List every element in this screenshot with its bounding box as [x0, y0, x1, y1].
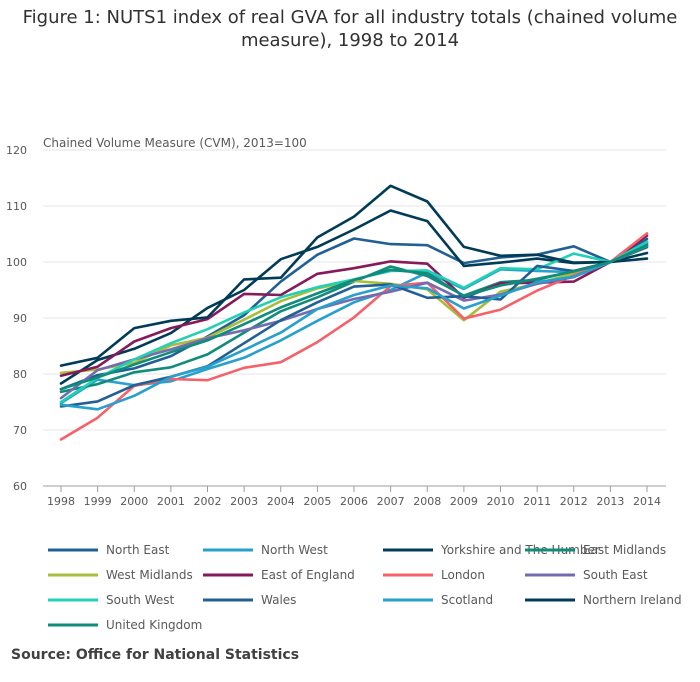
legend-item: Scotland [383, 593, 493, 607]
series-line [59, 241, 649, 400]
x-tick-label: 2002 [194, 495, 222, 508]
legend-item: East Midlands [525, 543, 666, 557]
x-tick-label: 2007 [377, 495, 405, 508]
legend-item: United Kingdom [48, 618, 202, 632]
source-note: Source: Office for National Statistics [11, 647, 300, 663]
x-tick-label: 1999 [84, 495, 112, 508]
x-tick-label: 2009 [450, 495, 478, 508]
x-tick-label: 1998 [47, 495, 75, 508]
gridlines [43, 149, 666, 487]
x-tick-label: 2003 [230, 495, 258, 508]
x-tick-label: 2011 [523, 495, 551, 508]
series-lines [59, 184, 649, 441]
legend-item: North East [48, 543, 170, 557]
legend-label: United Kingdom [106, 618, 202, 632]
legend-item: Northern Ireland [525, 593, 682, 607]
y-tick-label: 120 [6, 144, 27, 157]
legend-label: South East [583, 568, 648, 582]
axes: 60 70 80 90 100 110 120 1998 1999 2000 2001 2002 200… [6, 144, 661, 508]
x-tick-label: 2006 [340, 495, 368, 508]
legend-label: Northern Ireland [583, 593, 682, 607]
x-tick-label: 2004 [267, 495, 295, 508]
y-tick-label: 100 [6, 256, 27, 269]
legend: North East North West Yorkshire and The Hu… [48, 543, 682, 632]
x-tick-label: 2000 [120, 495, 148, 508]
legend-label: East of England [261, 568, 355, 582]
x-tick-label: 2001 [157, 495, 185, 508]
legend-label: East Midlands [583, 543, 666, 557]
chart-title: Figure 1: NUTS1 index of real GVA for al… [22, 7, 678, 51]
series-line [59, 240, 649, 404]
legend-item: East of England [203, 568, 355, 582]
x-tick-label: 2012 [560, 495, 588, 508]
legend-item: North West [203, 543, 328, 557]
series-line [59, 209, 649, 385]
legend-label: Wales [261, 593, 296, 607]
line-chart: Chained Volume Measure (CVM), 2013=100 6… [6, 136, 682, 632]
legend-label: West Midlands [106, 568, 193, 582]
legend-item: London [383, 568, 485, 582]
x-tick-label: 2013 [596, 495, 624, 508]
series-line [59, 245, 649, 408]
y-tick-label: 90 [13, 312, 27, 325]
legend-label: London [441, 568, 485, 582]
series-line [59, 237, 649, 391]
x-tick-label: 2008 [413, 495, 441, 508]
x-tick-label: 2010 [487, 495, 515, 508]
series-line [59, 243, 649, 391]
legend-item: South West [48, 593, 174, 607]
y-tick-label: 110 [6, 200, 27, 213]
legend-label: Yorkshire and The Humber [440, 543, 600, 557]
legend-item: Wales [203, 593, 296, 607]
y-tick-label: 80 [13, 368, 27, 381]
series-line [59, 184, 649, 367]
x-tick-label: 2005 [303, 495, 331, 508]
legend-item: West Midlands [48, 568, 193, 582]
y-tick-label: 60 [13, 480, 27, 493]
series-line [59, 244, 649, 411]
legend-label: North East [106, 543, 170, 557]
legend-label: Scotland [441, 593, 493, 607]
x-tick-label: 2014 [633, 495, 661, 508]
legend-label: South West [106, 593, 174, 607]
legend-label: North West [261, 543, 328, 557]
series-line [59, 232, 649, 441]
y-axis-label: Chained Volume Measure (CVM), 2013=100 [43, 136, 307, 150]
legend-item: Yorkshire and The Humber [383, 543, 600, 557]
legend-item: South East [525, 568, 648, 582]
y-tick-label: 70 [13, 424, 27, 437]
